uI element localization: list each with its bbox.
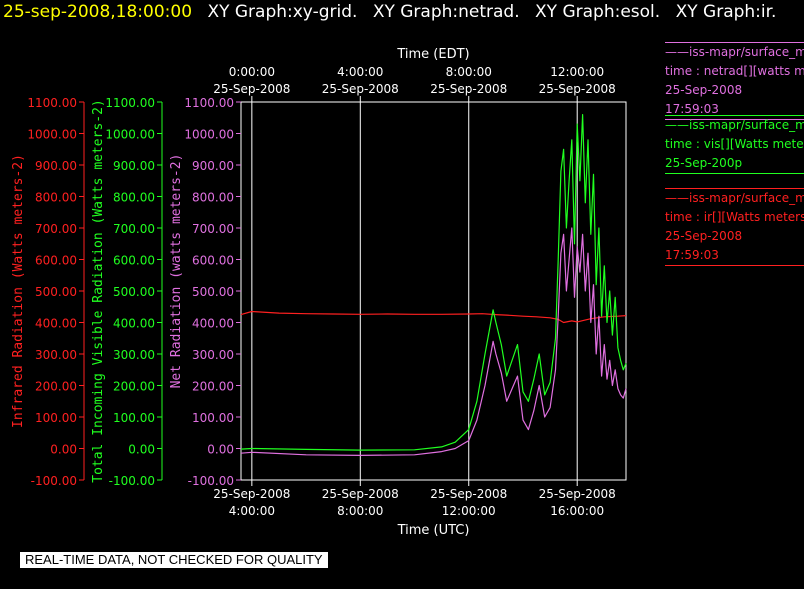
y-tick-label-ir: 800.00	[35, 191, 77, 205]
y-tick-label-ir: 900.00	[35, 159, 77, 173]
legend-line: 17:59:03	[665, 102, 719, 116]
y-tick-label-net: 500.00	[192, 285, 234, 299]
y-tick-label-net: 1000.00	[184, 128, 234, 142]
y-tick-label-vis: 900.00	[113, 159, 155, 173]
x-tick-label-bottom-time: 16:00:00	[550, 504, 604, 518]
y-tick-label-ir: 1000.00	[27, 128, 77, 142]
y-tick-label-net: 400.00	[192, 317, 234, 331]
y-axis-label-ir: Infrared Radiation (Watts meters-2)	[11, 154, 26, 428]
y-tick-label-ir: 1100.00	[27, 96, 77, 110]
y-axis-label-net: Net Radiation (watts meters-2)	[169, 154, 184, 389]
legend-line: ——iss-mapr/surface_m	[665, 191, 804, 205]
y-tick-label-net: -100.00	[188, 474, 234, 488]
x-tick-label-top-time: 0:00:00	[229, 65, 275, 79]
y-tick-label-ir: 200.00	[35, 380, 77, 394]
y-tick-label-net: 700.00	[192, 222, 234, 236]
x-tick-label-top-date: 25-Sep-2008	[213, 82, 290, 96]
legend-line: 25-Sep-200p	[665, 156, 743, 170]
legend-line: 25-Sep-2008	[665, 229, 743, 243]
y-tick-label-net: 100.00	[192, 411, 234, 425]
legend-line: time : netrad[][watts m	[665, 64, 804, 78]
y-tick-label-ir: 0.00	[50, 443, 77, 457]
x-axis-label-bottom: Time (UTC)	[397, 523, 470, 538]
legend-line: time : vis[][Watts mete	[665, 137, 804, 151]
y-tick-label-vis: 200.00	[113, 380, 155, 394]
y-tick-label-net: 600.00	[192, 254, 234, 268]
y-tick-label-net: 900.00	[192, 159, 234, 173]
x-tick-label-bottom-date: 25-Sep-2008	[539, 487, 616, 501]
y-axis-label-vis: Total Incoming Visible Radiation (Watts …	[91, 99, 106, 483]
y-tick-label-vis: 1000.00	[105, 128, 155, 142]
timestamp: 25-sep-2008,18:00:00	[3, 2, 193, 22]
y-tick-label-net: 0.00	[207, 443, 234, 457]
x-tick-label-top-time: 8:00:00	[446, 65, 492, 79]
y-tick-label-ir: -100.00	[31, 474, 77, 488]
x-tick-label-top-date: 25-Sep-2008	[539, 82, 616, 96]
series-line-net	[240, 227, 627, 456]
x-tick-label-bottom-date: 25-Sep-2008	[213, 487, 290, 501]
y-tick-label-ir: 600.00	[35, 254, 77, 268]
y-tick-label-vis: 0.00	[128, 443, 155, 457]
y-tick-label-vis: 300.00	[113, 348, 155, 362]
x-tick-label-bottom-date: 25-Sep-2008	[430, 487, 507, 501]
y-tick-label-ir: 100.00	[35, 411, 77, 425]
title-bar: 25-sep-2008,18:00:00 XY Graph:xy-grid. X…	[3, 2, 776, 22]
x-tick-label-top-time: 4:00:00	[337, 65, 383, 79]
x-axis-label-top: Time (EDT)	[396, 47, 469, 62]
legend-line: ——iss-mapr/surface_m	[665, 118, 804, 132]
graph-title-2: XY Graph:netrad.	[372, 2, 520, 22]
legend-line: ——iss-mapr/surface_m	[665, 45, 804, 59]
x-tick-label-bottom-time: 4:00:00	[229, 504, 275, 518]
x-tick-label-bottom-date: 25-Sep-2008	[322, 487, 399, 501]
legend-line: 17:59:03	[665, 248, 719, 262]
graph-title-1: XY Graph:xy-grid.	[207, 2, 358, 22]
y-tick-label-net: 200.00	[192, 380, 234, 394]
y-tick-label-vis: 700.00	[113, 222, 155, 236]
quality-notice: REAL-TIME DATA, NOT CHECKED FOR QUALITY	[20, 552, 328, 568]
y-tick-label-net: 800.00	[192, 191, 234, 205]
y-tick-label-vis: 500.00	[113, 285, 155, 299]
y-tick-label-net: 300.00	[192, 348, 234, 362]
y-tick-label-vis: 1100.00	[105, 96, 155, 110]
legend-line: 25-Sep-2008	[665, 83, 743, 97]
series-line-vis	[240, 113, 627, 451]
x-tick-label-bottom-time: 12:00:00	[442, 504, 496, 518]
y-tick-label-vis: 800.00	[113, 191, 155, 205]
y-tick-label-net: 1100.00	[184, 96, 234, 110]
legend-line: time : ir[][Watts meters	[665, 210, 804, 224]
y-tick-label-ir: 400.00	[35, 317, 77, 331]
y-tick-label-vis: 400.00	[113, 317, 155, 331]
x-tick-label-top-time: 12:00:00	[550, 65, 604, 79]
x-tick-label-bottom-time: 8:00:00	[337, 504, 383, 518]
x-tick-label-top-date: 25-Sep-2008	[322, 82, 399, 96]
x-tick-label-top-date: 25-Sep-2008	[430, 82, 507, 96]
y-tick-label-ir: 500.00	[35, 285, 77, 299]
graph-title-4: XY Graph:ir.	[675, 2, 777, 22]
series-line-ir	[240, 310, 627, 324]
graph-title-3: XY Graph:esol.	[535, 2, 661, 22]
y-tick-label-ir: 300.00	[35, 348, 77, 362]
y-tick-label-vis: 100.00	[113, 411, 155, 425]
y-tick-label-vis: -100.00	[109, 474, 155, 488]
y-tick-label-ir: 700.00	[35, 222, 77, 236]
plot-frame	[240, 101, 627, 481]
y-tick-label-vis: 600.00	[113, 254, 155, 268]
